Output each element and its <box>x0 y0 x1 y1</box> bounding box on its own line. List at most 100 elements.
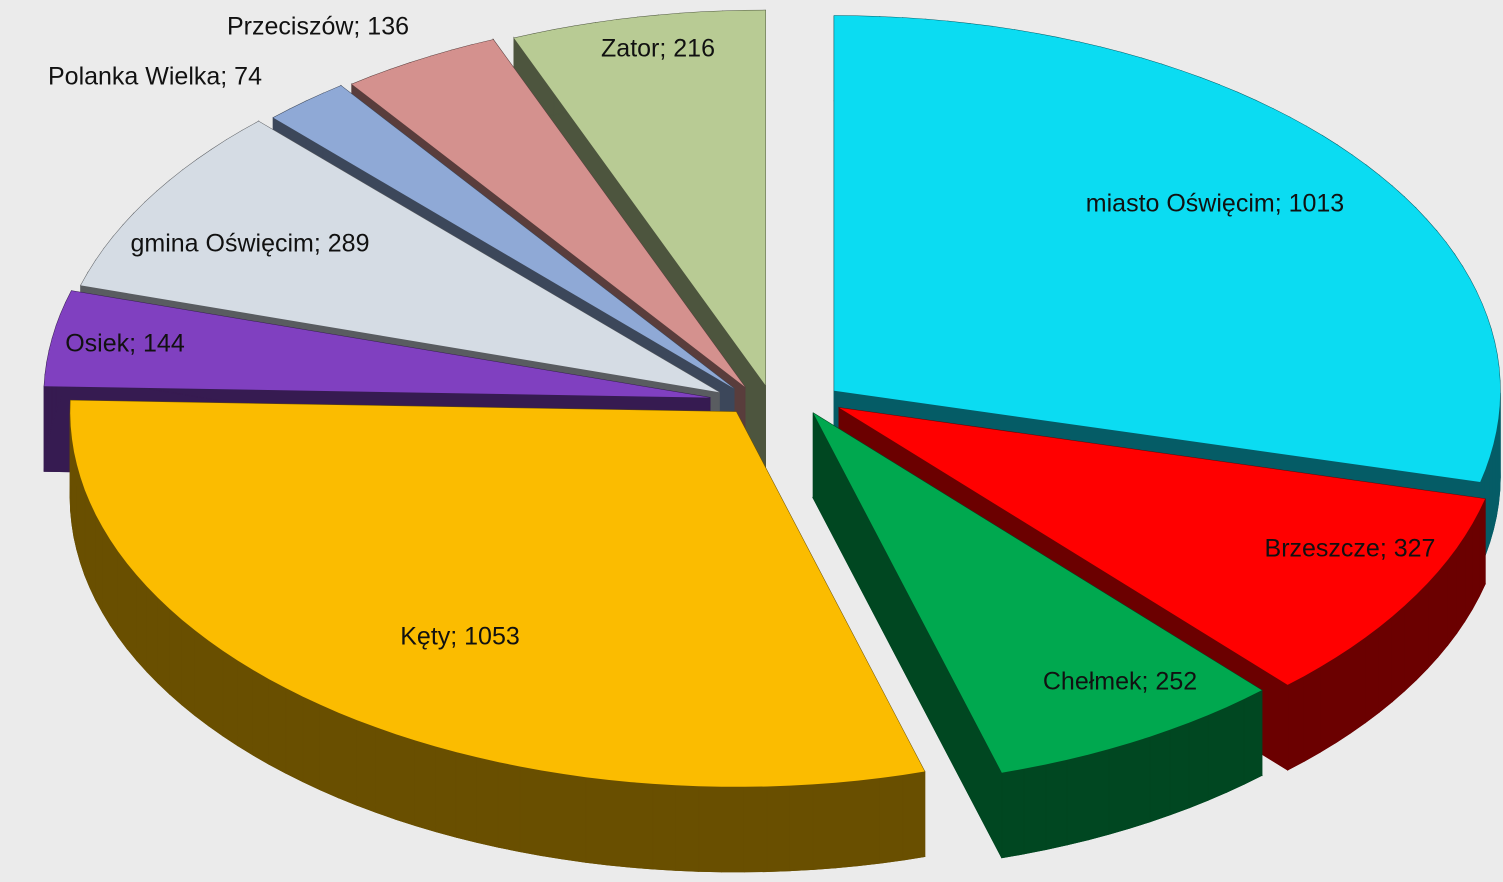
slice-side <box>109 537 119 639</box>
slice-side <box>1226 698 1245 793</box>
slice-side <box>435 745 457 838</box>
slice-side <box>89 502 97 601</box>
slice-side <box>80 477 86 576</box>
slice-side <box>652 783 677 871</box>
slice-side <box>879 774 904 864</box>
slice-side <box>1335 646 1352 744</box>
slice-side <box>902 770 926 861</box>
slice <box>514 10 766 386</box>
slice-side <box>1437 558 1449 659</box>
slice-side <box>252 669 270 766</box>
slice-side <box>1169 721 1190 816</box>
slice-side <box>146 585 159 685</box>
slice-side <box>1045 759 1068 851</box>
slice-side <box>1001 768 1025 859</box>
slice-side <box>1391 604 1406 703</box>
slice-side <box>1088 748 1110 841</box>
slice-side <box>789 783 814 872</box>
slice-side <box>375 726 396 820</box>
slice-side <box>169 607 183 706</box>
slice-side <box>1350 636 1366 734</box>
slice <box>351 39 745 387</box>
slice-side <box>1303 666 1321 762</box>
slice-side <box>476 756 499 848</box>
slice-side <box>1287 675 1305 771</box>
slice-side <box>1471 511 1480 610</box>
data-label: Brzeszcze; 327 <box>1265 535 1436 563</box>
slice-side <box>126 562 138 662</box>
data-label: Kęty; 1053 <box>400 623 520 651</box>
slice <box>813 413 1262 773</box>
slice <box>834 15 1501 483</box>
slice-side <box>1484 456 1491 555</box>
slice-side <box>268 678 287 774</box>
slice-side <box>835 780 859 869</box>
slice-side <box>1188 714 1209 809</box>
slice <box>80 121 720 393</box>
slice-side <box>194 629 209 727</box>
slice-side <box>497 761 521 853</box>
slice-side <box>285 687 304 783</box>
slice <box>70 400 925 787</box>
slice-side <box>208 639 224 737</box>
slice-side <box>1243 689 1263 785</box>
slice-side <box>157 596 171 696</box>
slice-side <box>1456 534 1466 635</box>
data-label: Osiek; 144 <box>65 330 185 358</box>
slice-side <box>136 573 148 673</box>
slice-side <box>766 785 791 873</box>
slice <box>44 290 710 398</box>
data-label: miasto Oświęcim; 1013 <box>1086 190 1344 218</box>
slice-side <box>102 525 111 627</box>
slice <box>812 412 1263 859</box>
slice-side <box>414 739 437 833</box>
slice-side <box>585 776 609 866</box>
data-label: gmina Oświęcim; 289 <box>131 230 370 258</box>
slice-side <box>743 785 768 873</box>
slice <box>839 407 1486 685</box>
slice <box>69 399 926 873</box>
data-label: Przeciszów; 136 <box>227 13 409 41</box>
slice-side <box>117 549 128 650</box>
slice-side <box>1149 729 1171 823</box>
slice-side <box>319 704 339 799</box>
slice-side <box>338 711 358 806</box>
slice-side <box>1129 735 1151 829</box>
slice-side <box>237 659 254 756</box>
slice-side <box>563 773 587 863</box>
data-label: Chełmek; 252 <box>1043 668 1197 696</box>
slice-side <box>95 514 104 613</box>
data-label: Zator; 216 <box>601 35 715 63</box>
slice-side <box>1447 546 1458 647</box>
slice-side <box>1404 593 1417 692</box>
slice-side <box>1427 570 1439 670</box>
slice-side <box>1023 763 1047 855</box>
slice-side <box>84 489 91 588</box>
slice-side <box>607 779 631 868</box>
slice-side <box>395 733 416 827</box>
slice-side <box>1416 581 1429 681</box>
slice-side <box>1207 706 1227 801</box>
slice-side <box>630 781 654 870</box>
slice-side <box>1108 742 1131 835</box>
slice-side <box>1378 615 1393 714</box>
slice-side <box>812 782 836 870</box>
slice-side <box>1066 753 1089 846</box>
slice-side <box>721 786 745 873</box>
slice-side <box>541 769 564 860</box>
slice-side <box>675 784 700 872</box>
slice-side <box>302 695 321 791</box>
slice-side <box>1478 498 1486 597</box>
data-label: Polanka Wielka; 74 <box>48 63 262 91</box>
slice-side <box>1464 522 1473 623</box>
slice-side <box>455 751 478 843</box>
slice-side <box>698 785 722 873</box>
slice-side <box>1364 626 1380 724</box>
slice-side <box>519 765 542 857</box>
slice <box>273 85 734 389</box>
slice-side <box>1319 656 1337 753</box>
slice-side <box>1489 444 1494 542</box>
slice-side <box>356 719 377 814</box>
